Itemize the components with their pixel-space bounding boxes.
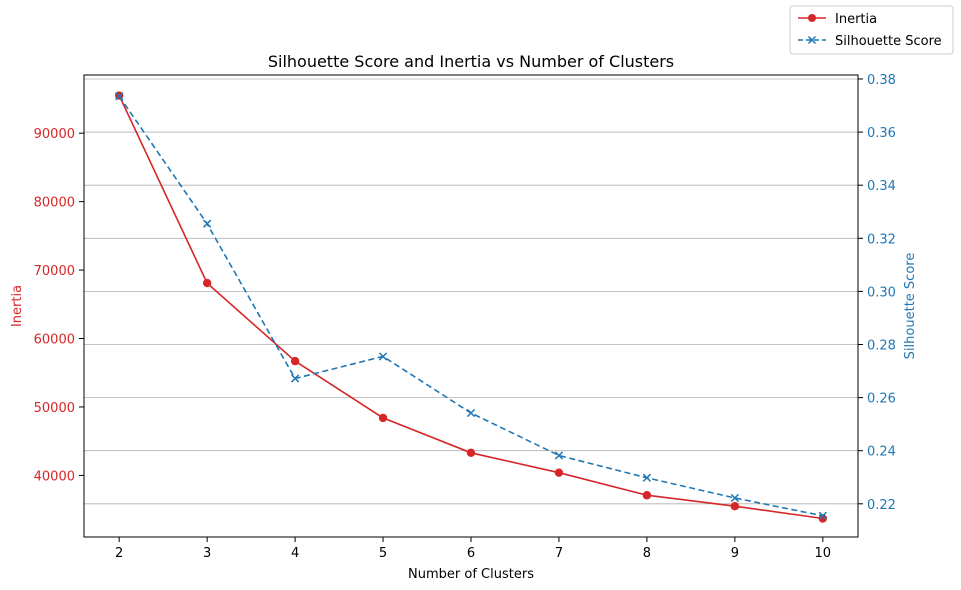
legend: Inertia Silhouette Score	[789, 5, 954, 55]
left-tick-label: 80000	[34, 196, 75, 211]
left-axis-label: Inertia	[10, 285, 25, 327]
right-tick-label: 0.30	[867, 285, 896, 300]
right-tick-label: 0.28	[867, 339, 896, 354]
data-point-inertia	[730, 502, 740, 511]
x-tick-label: 9	[731, 546, 739, 561]
right-tick-label: 0.24	[867, 445, 896, 460]
legend-box	[789, 5, 954, 55]
data-point-inertia	[378, 413, 388, 423]
axes: 2 3 4 5 6 7 8 9 10 40000 50000 60000 70000 80000 90000…	[34, 73, 896, 561]
data-point-silhouette	[203, 219, 212, 228]
legend-inertia-marker-icon	[808, 14, 816, 22]
data-point-silhouette	[642, 473, 652, 482]
right-tick-label: 0.38	[867, 73, 896, 88]
left-tick-label: 70000	[34, 264, 75, 279]
right-tick-label: 0.26	[867, 392, 896, 407]
x-tick-label: 7	[555, 546, 563, 561]
data-point-inertia	[554, 468, 564, 477]
left-tick-label: 40000	[34, 469, 75, 484]
data-point-inertia	[202, 278, 212, 288]
right-axis-label: Silhouette Score	[903, 253, 918, 360]
grid-lines	[84, 78, 858, 505]
x-tick-label: 5	[379, 546, 387, 561]
data-point-silhouette	[466, 408, 476, 418]
left-tick-label: 50000	[34, 401, 75, 416]
data-point-silhouette	[818, 511, 827, 520]
data-point-silhouette	[115, 92, 124, 101]
x-tick-label: 2	[115, 546, 123, 561]
right-tick-label: 0.36	[867, 126, 896, 141]
data-point-silhouette	[378, 352, 388, 361]
data-point-silhouette	[290, 374, 300, 383]
x-tick-label: 4	[291, 546, 299, 561]
plot-frame	[83, 74, 859, 538]
legend-silhouette-label: Silhouette Score	[835, 34, 942, 49]
data-point-inertia	[466, 448, 476, 458]
series-layer	[114, 91, 828, 523]
x-tick-label: 8	[643, 546, 651, 561]
x-tick-label: 10	[815, 546, 832, 561]
data-point-inertia	[290, 356, 300, 366]
x-tick-label: 3	[203, 546, 211, 561]
left-tick-label: 90000	[34, 127, 75, 142]
data-point-inertia	[642, 491, 652, 500]
x-axis-label: Number of Clusters	[408, 567, 534, 582]
data-point-silhouette	[730, 493, 739, 503]
right-tick-label: 0.22	[867, 498, 896, 513]
right-tick-label: 0.32	[867, 232, 896, 247]
data-point-inertia	[818, 514, 828, 523]
x-tick-label: 6	[467, 546, 475, 561]
legend-inertia-label: Inertia	[835, 12, 877, 27]
right-tick-label: 0.34	[867, 179, 896, 194]
data-point-silhouette	[554, 451, 564, 460]
left-tick-label: 60000	[34, 333, 75, 348]
legend-silhouette-marker-icon	[807, 35, 817, 45]
chart-title: Silhouette Score and Inertia vs Number o…	[268, 52, 674, 71]
